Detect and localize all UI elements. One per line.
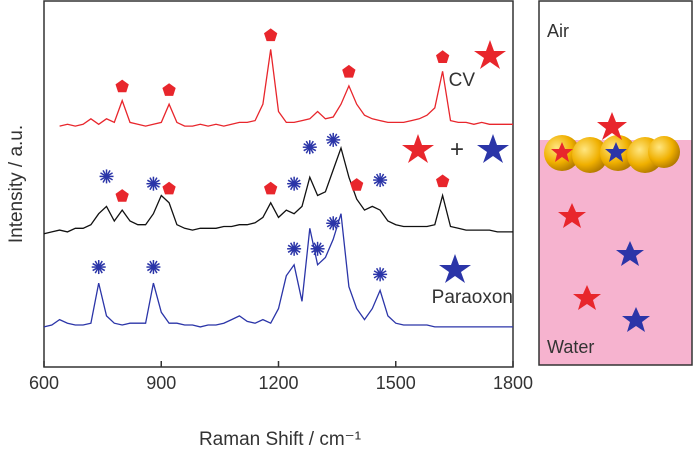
peak-marker (287, 176, 302, 191)
star (597, 112, 627, 140)
marker-spoke (326, 135, 340, 145)
star (605, 142, 627, 162)
star (573, 285, 601, 310)
peak-marker (162, 181, 176, 195)
water-label: Water (547, 337, 594, 357)
marker-spoke (311, 244, 325, 253)
series-label: CV (449, 70, 476, 91)
marker-spoke (326, 219, 340, 228)
star (474, 40, 506, 69)
peak-marker (287, 241, 302, 256)
peak-marker (350, 178, 364, 191)
peak-marker (264, 28, 278, 42)
water-region (539, 140, 692, 365)
star (622, 307, 650, 332)
peak-marker (342, 64, 356, 78)
peak-marker (373, 173, 388, 188)
peak-marker (99, 169, 114, 184)
x-tick-label: 1200 (258, 373, 298, 393)
marker-spoke (373, 175, 387, 185)
nanoparticle (648, 136, 680, 168)
star (477, 134, 509, 163)
peak-marker (373, 267, 388, 282)
marker-spoke (287, 179, 301, 188)
marker-spoke (146, 179, 160, 188)
marker-spoke (146, 262, 160, 272)
spectrum-line (59, 49, 513, 127)
peak-marker (91, 260, 106, 275)
series-label: Paraoxon (432, 287, 513, 308)
peak-marker (302, 140, 317, 155)
star (558, 203, 586, 228)
peak-marker (146, 176, 161, 191)
peak-marker (310, 241, 325, 256)
star (551, 142, 573, 162)
marker-spoke (92, 262, 106, 272)
nanoparticle (572, 137, 608, 173)
peak-marker (326, 132, 341, 147)
peak-marker (436, 50, 450, 63)
peak-marker (326, 216, 341, 231)
marker-spoke (100, 172, 113, 181)
x-tick-label: 900 (146, 373, 176, 393)
peak-marker (115, 79, 129, 93)
spectrum-line (43, 213, 513, 328)
legend-symbols (402, 40, 509, 283)
peak-marker (264, 181, 278, 195)
panel-frame (538, 0, 693, 366)
spectrum-line (43, 145, 513, 235)
peak-marker (146, 260, 161, 275)
star (439, 254, 471, 283)
marker-spoke (373, 270, 387, 279)
star (402, 134, 434, 163)
interface-panel: Air Water (538, 0, 693, 366)
peak-marker (115, 189, 129, 202)
series-label: + (450, 136, 464, 163)
air-label: Air (547, 21, 569, 41)
star (616, 241, 644, 266)
marker-spoke (287, 244, 301, 253)
y-axis-label: Intensity / a.u. (6, 125, 27, 243)
x-tick-label: 600 (29, 373, 59, 393)
marker-spoke (303, 143, 317, 152)
x-tick-label: 1800 (493, 373, 533, 393)
x-tick-label: 1500 (376, 373, 416, 393)
peak-marker (162, 83, 176, 96)
x-axis-label: Raman Shift / cm⁻¹ (199, 429, 361, 450)
peak-marker (436, 174, 450, 188)
